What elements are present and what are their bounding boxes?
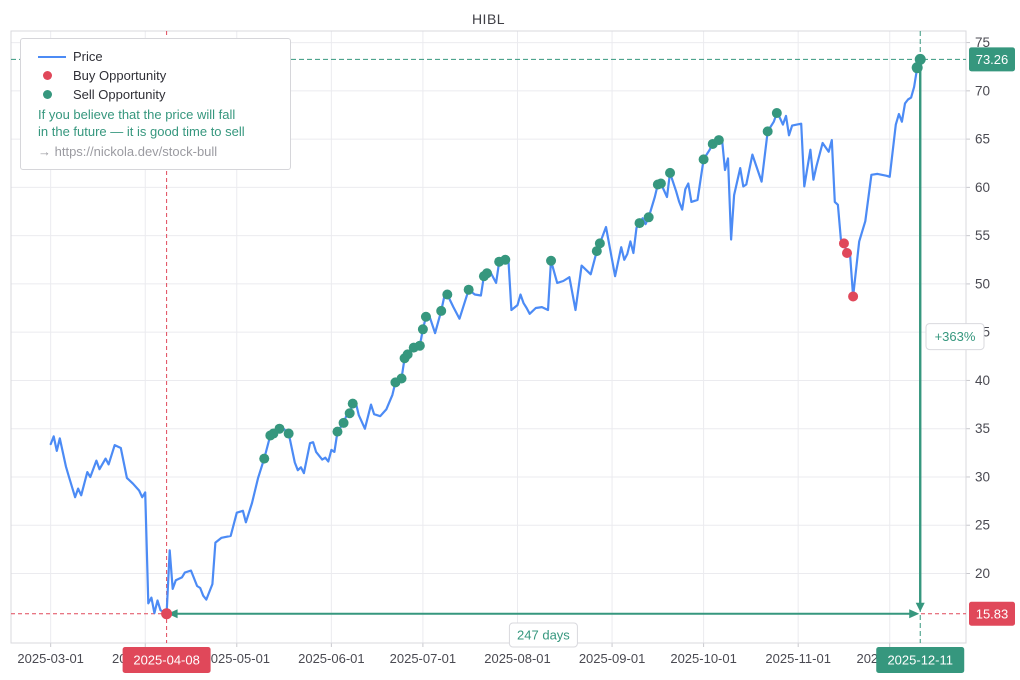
sell-opportunity-dot: [402, 349, 413, 360]
sell-opportunity-dot: [414, 340, 425, 351]
sell-opportunity-dot: [594, 238, 605, 249]
buy-date-badge-text: 2025-04-08: [133, 653, 200, 668]
grid: [11, 31, 970, 647]
sell-date-badge: 2025-12-11: [876, 647, 965, 673]
y-tick-label: 35: [975, 421, 990, 436]
sell-hint-note: If you believe that the price will fall …: [38, 106, 276, 140]
y-tick-label: 65: [975, 132, 990, 147]
sell-opportunity-dot: [463, 284, 474, 295]
chart-legend: Price Buy Opportunity Sell Opportunity I…: [20, 38, 291, 170]
x-tick-label: 2025-10-01: [670, 651, 737, 666]
sell-opportunity-dot: [436, 305, 447, 316]
x-tick-label: 2025-11-01: [765, 651, 831, 666]
sell-opportunity-dot: [643, 212, 654, 223]
duration-badge-text: 247 days: [517, 628, 570, 643]
sell-opportunity-dot: [274, 423, 285, 434]
sell-opportunity-dot: [634, 218, 645, 229]
sell-price-badge-text: 73.26: [976, 52, 1009, 67]
x-tick-label: 2025-06-01: [298, 651, 365, 666]
sell-opportunity-dot: [698, 154, 709, 165]
legend-sell-label: Sell Opportunity: [73, 87, 166, 102]
gain-badge: +363%: [925, 323, 985, 351]
sell-date-badge-box: [876, 647, 965, 673]
buy-opportunity-dot: [842, 248, 853, 259]
buy-date-badge-box: [122, 647, 211, 673]
buy-price-badge-box: [969, 601, 1015, 626]
sell-hint-line2: in the future — it is good time to sell: [38, 124, 245, 139]
x-tick-label: 2025-09-01: [579, 651, 646, 666]
buy-dot-swatch: [43, 71, 52, 80]
buy-opportunity-dot: [161, 608, 173, 620]
buy-date-badge: 2025-04-08: [122, 647, 211, 673]
sell-dot-swatch: [43, 90, 52, 99]
sell-opportunity-dot: [344, 408, 355, 419]
y-tick-label: 75: [975, 35, 990, 50]
y-tick-label: 20: [975, 566, 990, 581]
y-tick-label: 60: [975, 180, 990, 195]
sell-price-badge-box: [969, 47, 1015, 72]
duration-badge-box: [508, 622, 578, 648]
y-tick-label: 55: [975, 228, 990, 243]
arrowhead-left: [167, 609, 178, 619]
y-tick-label: 50: [975, 276, 990, 291]
buy-price-badge: 15.83: [969, 601, 1015, 626]
sell-opportunity-dot: [713, 135, 724, 146]
source-link: → https://nickola.dev/stock-bull: [38, 144, 218, 159]
chart-title: HIBL: [471, 11, 506, 27]
sell-opportunity-dot: [665, 167, 676, 178]
sell-opportunity-dot: [500, 254, 511, 265]
sell-opportunity-dot: [762, 126, 773, 137]
y-tick-label: 40: [975, 373, 990, 388]
y-tick-label: 70: [975, 83, 990, 98]
legend-item-sell: Sell Opportunity: [38, 85, 276, 104]
sell-opportunity-dot: [338, 417, 349, 428]
sell-opportunity-dot: [911, 62, 923, 74]
legend-price-label: Price: [73, 49, 103, 64]
price-line-swatch: [38, 55, 66, 58]
sell-opportunity-dot: [396, 373, 407, 384]
y-tick-label: 25: [975, 518, 990, 533]
legend-buy-label: Buy Opportunity: [73, 68, 167, 83]
gain-badge-text: +363%: [935, 329, 976, 344]
buy-opportunity-dot: [838, 238, 849, 249]
annotation-arrows: [167, 70, 925, 619]
sell-opportunity-dot: [591, 246, 602, 257]
legend-item-price: Price: [38, 47, 276, 66]
sell-opportunity-dot: [332, 426, 343, 437]
sell-opportunity-dot: [259, 453, 270, 464]
arrowhead-right: [909, 609, 920, 619]
duration-badge: 247 days: [508, 622, 578, 648]
buy-price-badge-text: 15.83: [976, 606, 1009, 621]
sell-opportunity-dot: [442, 289, 453, 300]
x-tick-label: 2025-07-01: [390, 651, 457, 666]
sell-hint-line1: If you believe that the price will fall: [38, 107, 236, 122]
sell-opportunity-dot: [771, 108, 782, 119]
sell-opportunity-dot: [546, 255, 557, 266]
x-tick-label: 2025-03-01: [17, 651, 84, 666]
y-tick-label: 30: [975, 469, 990, 484]
x-tick-label: 2025-08-01: [484, 651, 551, 666]
sell-opportunity-dot: [417, 324, 428, 335]
x-tick-label: 2025-05-01: [204, 651, 271, 666]
sell-opportunity-dot: [420, 311, 431, 322]
sell-opportunity-dot: [655, 178, 666, 189]
sell-opportunity-dot: [283, 428, 294, 439]
legend-item-buy: Buy Opportunity: [38, 66, 276, 85]
sell-price-badge: 73.26: [969, 47, 1015, 72]
sell-opportunity-dot: [347, 398, 358, 409]
sell-opportunity-dot: [914, 53, 926, 65]
sell-date-badge-text: 2025-12-11: [887, 653, 953, 668]
buy-opportunity-dot: [848, 291, 859, 302]
sell-opportunity-dot: [481, 268, 492, 279]
arrowhead-down: [915, 602, 925, 612]
gain-badge-box: [925, 323, 985, 351]
